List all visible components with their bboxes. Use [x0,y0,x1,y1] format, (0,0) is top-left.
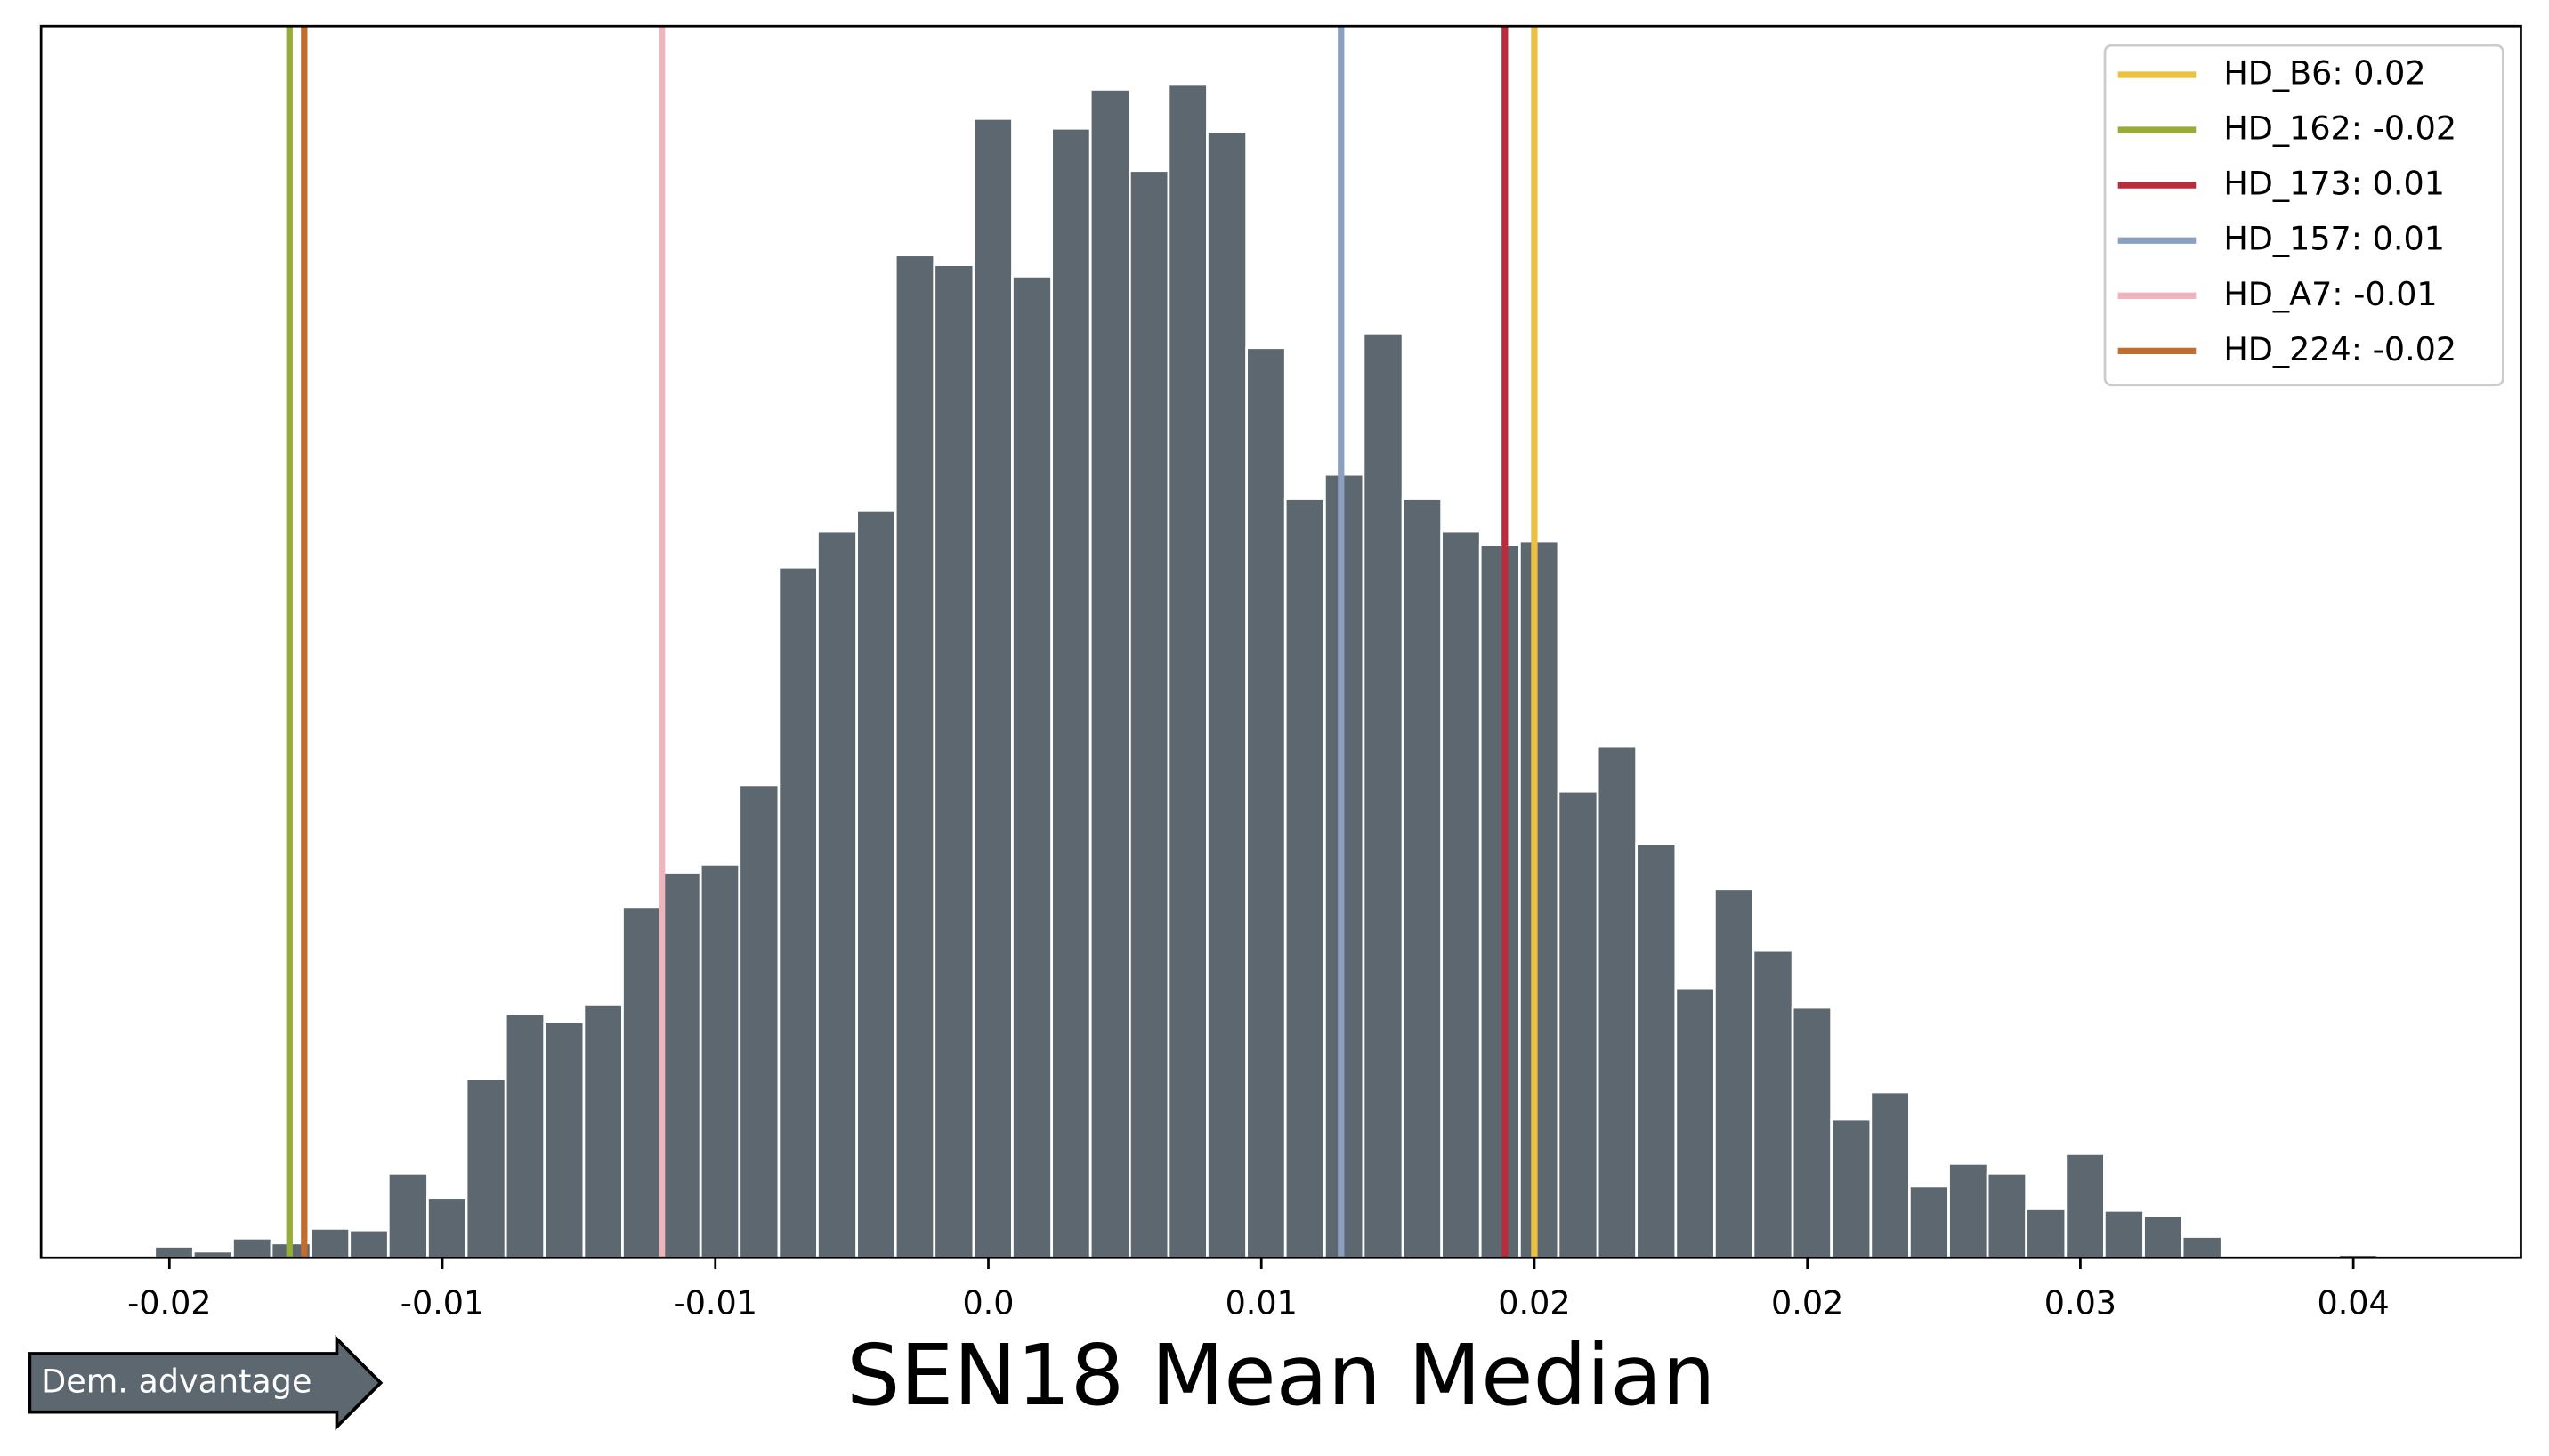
bar [933,263,975,1259]
x-tick-label: -0.01 [674,1284,757,1323]
bar [1401,497,1444,1259]
bar [816,530,859,1259]
bar [1908,1185,1950,1259]
bar [1050,126,1092,1259]
bar [1206,130,1249,1259]
bar [1830,1118,1873,1259]
annotation-arrow [28,1335,384,1431]
legend-label: HD_224: -0.02 [2223,330,2456,368]
bar [1088,88,1131,1259]
x-tick-label: 0.0 [962,1284,1014,1323]
bar [1596,744,1639,1259]
bar [348,1228,390,1259]
legend-label: HD_A7: -0.01 [2223,275,2437,313]
x-axis-label: SEN18 Mean Median [846,1327,1715,1425]
bar [2142,1214,2184,1259]
x-tick-label: 0.02 [1498,1284,1570,1323]
x-tick-label: 0.02 [1771,1284,1843,1323]
bar [2064,1153,2106,1259]
bar [153,1245,195,1259]
x-tick-label: 0.01 [1226,1284,1298,1323]
bar [1245,346,1287,1259]
bar [660,871,702,1259]
bar [699,863,741,1259]
bar [1518,539,1560,1259]
bar [1986,1171,2028,1259]
x-tick-label: -0.02 [127,1284,211,1323]
bar [777,565,819,1259]
bar [504,1012,546,1259]
legend-box [2103,44,2504,387]
bar [1362,331,1404,1259]
bar [855,508,897,1259]
bar [1440,530,1482,1259]
bar [1478,543,1521,1259]
bar [1752,949,1794,1259]
bar [1635,842,1678,1259]
annotation-text: Dem. advantage [41,1362,312,1400]
bar [894,254,936,1259]
bar [1283,497,1326,1259]
bar [386,1171,429,1259]
bar [738,783,781,1259]
legend-label: HD_B6: 0.02 [2223,53,2425,92]
bar [2103,1209,2145,1259]
bar [2181,1235,2223,1259]
bar [1557,789,1599,1259]
bar [1791,1006,1833,1259]
bar [1674,986,1716,1259]
bar [972,117,1014,1259]
bar [465,1078,507,1259]
legend-label: HD_157: 0.01 [2223,220,2445,258]
bar [1129,169,1170,1259]
bar [543,1021,586,1259]
x-tick-label: -0.01 [401,1284,484,1323]
legend-label: HD_162: -0.02 [2223,109,2456,148]
bar [426,1196,468,1259]
bar [1713,887,1755,1259]
bar [1947,1161,1989,1259]
bar [1011,275,1054,1259]
bar [582,1003,624,1259]
bar [309,1227,352,1259]
plot-frame [39,24,2522,1259]
bar [1167,83,1209,1259]
legend-label: HD_173: 0.01 [2223,165,2445,203]
x-tick-label: 0.03 [2044,1284,2116,1323]
bar [1869,1090,1911,1259]
bar [621,905,663,1259]
bar [2025,1208,2068,1259]
bar [231,1236,273,1259]
x-tick-label: 0.04 [2317,1284,2389,1323]
